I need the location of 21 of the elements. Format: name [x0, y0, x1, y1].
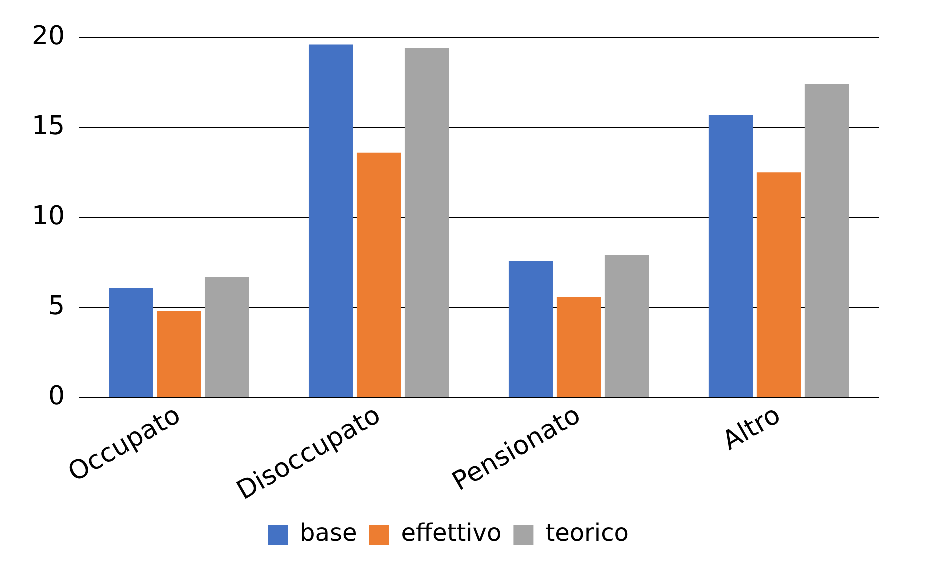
legend-label: base	[300, 519, 358, 548]
bar	[156, 311, 202, 398]
bar	[356, 152, 402, 398]
bar	[604, 256, 650, 398]
bar	[404, 48, 450, 398]
legend-label: effettivo	[401, 519, 502, 548]
bar	[109, 288, 154, 398]
bar	[308, 44, 354, 398]
y-tick-label: 10	[32, 201, 66, 232]
bar	[708, 115, 754, 398]
bar	[756, 172, 802, 398]
y-tick-label: 20	[32, 21, 66, 52]
y-tick-label: 5	[48, 292, 66, 322]
y-tick-label: 0	[48, 382, 66, 412]
bar	[556, 296, 602, 398]
x-tick-label: Altro	[718, 400, 786, 457]
legend-label: teorico	[546, 519, 629, 548]
bar	[804, 84, 850, 398]
bar	[508, 260, 554, 398]
y-tick-label: 15	[32, 111, 66, 142]
bar	[204, 277, 250, 398]
